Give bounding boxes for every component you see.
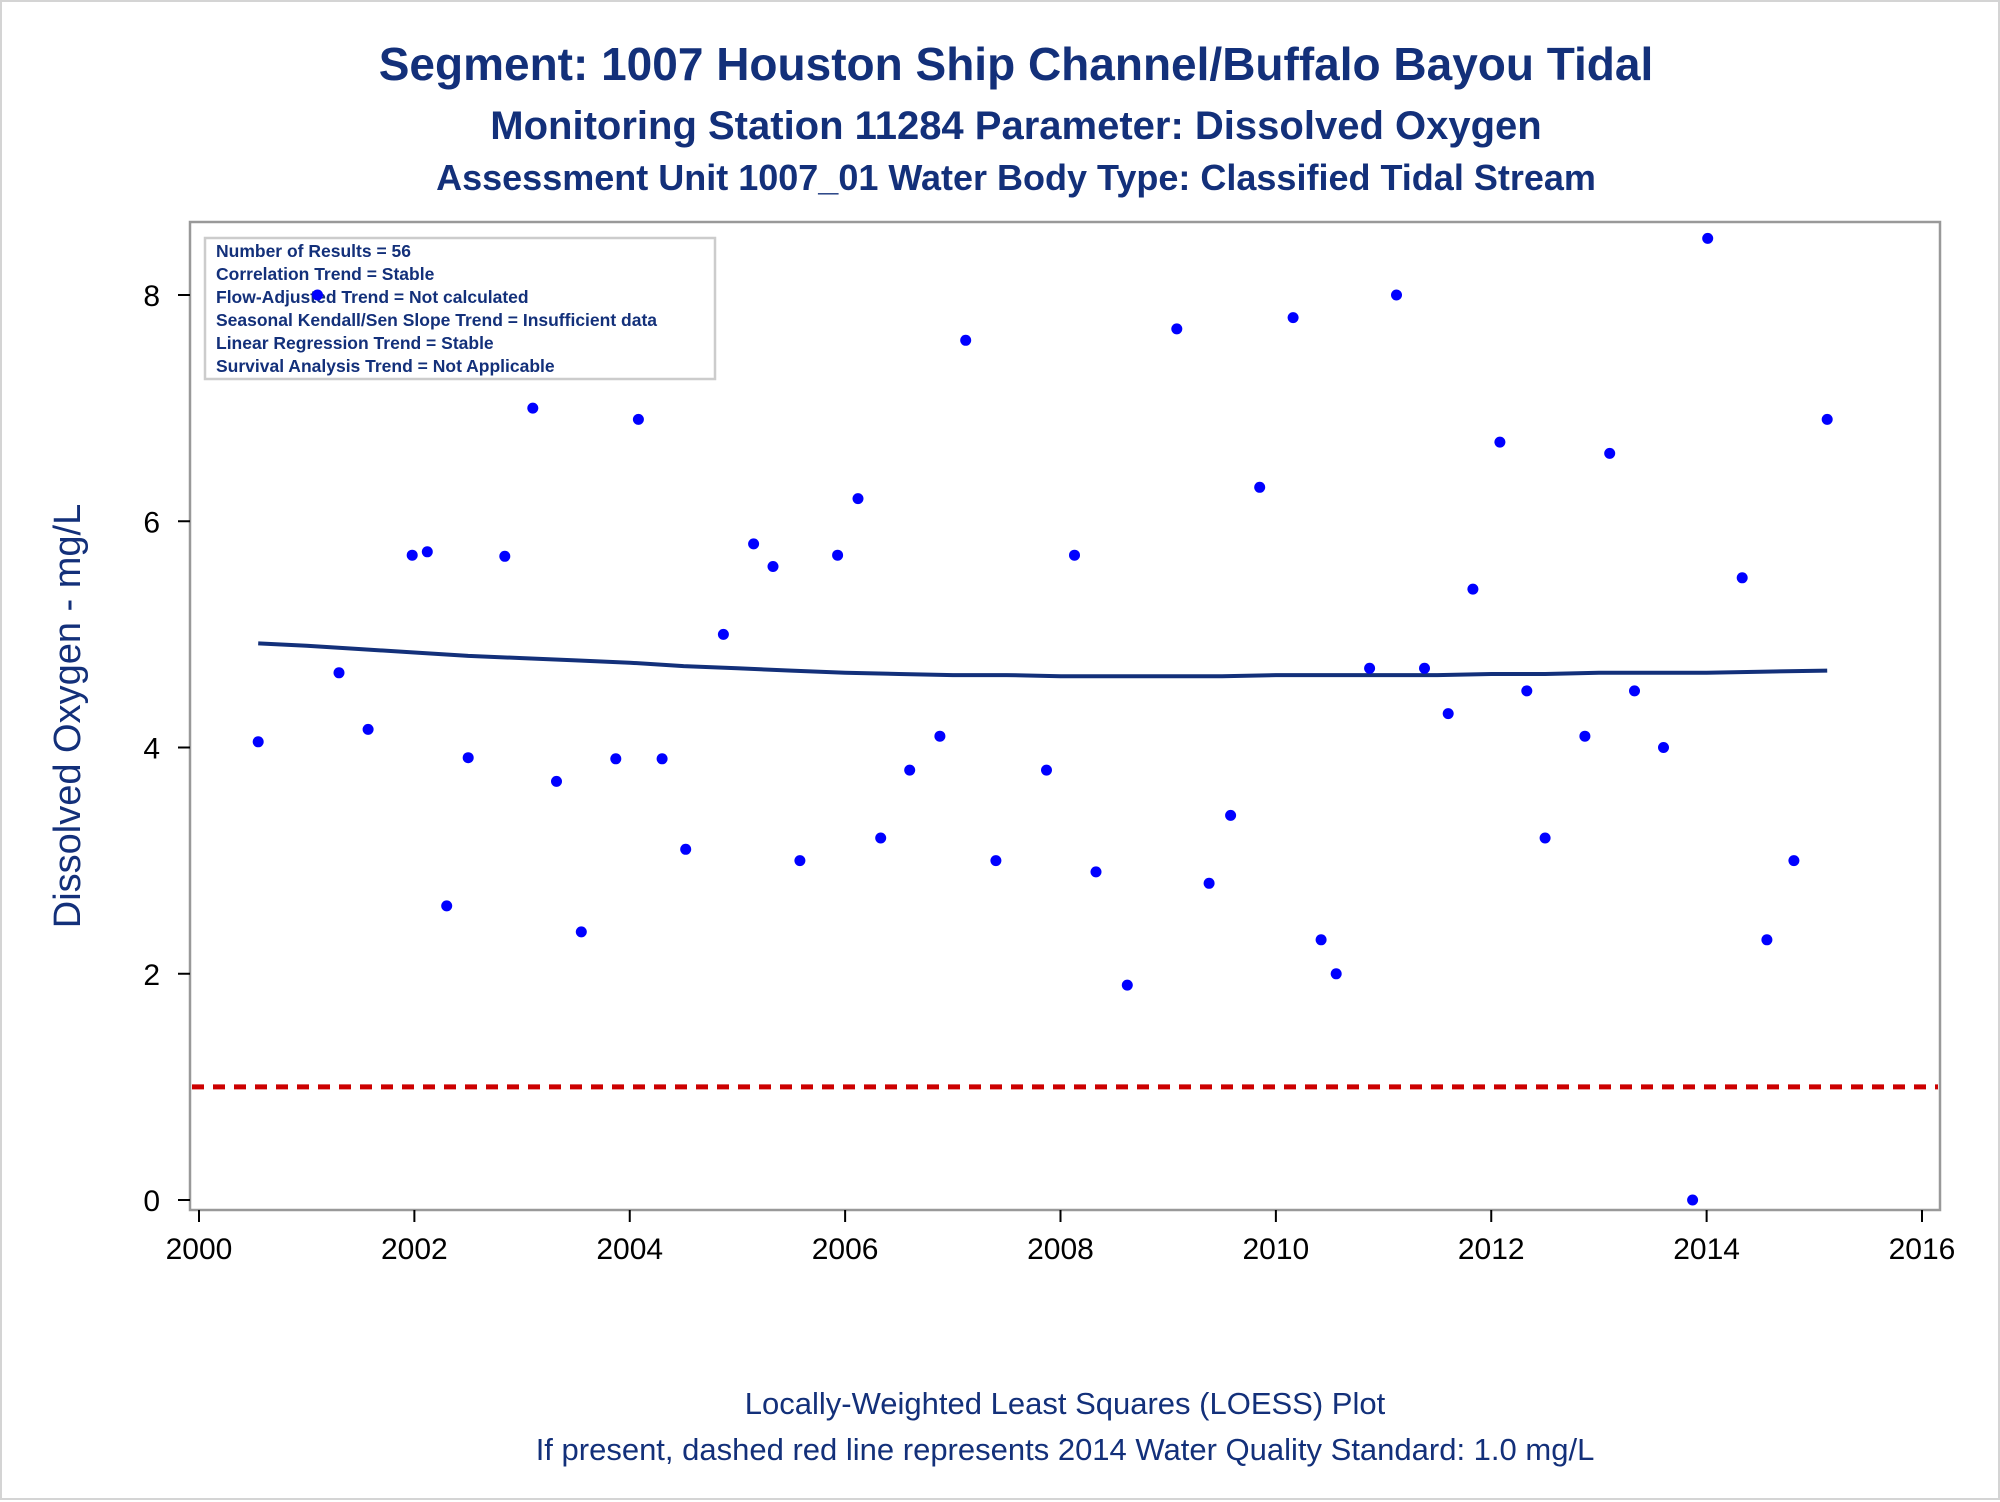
loess-layer xyxy=(258,641,1828,679)
data-point xyxy=(1687,1194,1699,1206)
info-box-line: Number of Results = 56 xyxy=(216,241,411,261)
info-box-line: Survival Analysis Trend = Not Applicable xyxy=(216,356,555,376)
x-axis: 2000 2002 2004 2006 2008 2010 2012 2014 2016 xyxy=(166,1210,1956,1266)
data-point xyxy=(1419,662,1430,674)
data-point xyxy=(610,753,622,765)
data-point xyxy=(794,855,806,867)
data-point xyxy=(934,730,946,742)
data-point xyxy=(1658,742,1669,753)
data-point xyxy=(1736,572,1748,584)
data-point xyxy=(767,561,779,572)
x-tick-label: 2000 xyxy=(166,1233,233,1266)
data-point xyxy=(1330,968,1342,980)
x-tick-label: 2006 xyxy=(812,1233,879,1266)
footnote-loess: Locally-Weighted Least Squares (LOESS) P… xyxy=(745,1386,1386,1421)
info-box-border xyxy=(203,236,717,381)
data-point xyxy=(852,493,864,505)
y-axis: 0 2 4 6 8 xyxy=(143,280,190,1218)
info-box-line: Linear Regression Trend = Stable xyxy=(216,333,494,353)
data-point xyxy=(656,753,668,765)
y-tick-label: 0 xyxy=(143,1185,160,1218)
data-point xyxy=(1225,809,1237,821)
data-point xyxy=(1442,708,1454,720)
loess-line xyxy=(258,641,1828,679)
data-point xyxy=(1604,447,1616,459)
y-tick-label: 8 xyxy=(143,280,160,313)
footnote-standard: If present, dashed red line represents 2… xyxy=(536,1432,1595,1467)
data-point xyxy=(1539,832,1551,844)
data-point xyxy=(499,550,511,562)
data-point xyxy=(1069,549,1080,561)
info-box-line: Correlation Trend = Stable xyxy=(216,264,435,284)
x-tick-label: 2010 xyxy=(1243,1233,1310,1266)
data-point xyxy=(1702,232,1714,244)
data-point xyxy=(1467,583,1479,595)
data-point xyxy=(1364,662,1376,674)
data-point xyxy=(632,413,644,425)
points-layer xyxy=(252,232,1833,1206)
x-tick-label: 2014 xyxy=(1673,1233,1740,1266)
y-tick-label: 4 xyxy=(143,733,160,766)
data-point xyxy=(1579,730,1591,742)
data-point xyxy=(1090,866,1102,878)
info-box-line: Seasonal Kendall/Sen Slope Trend = Insuf… xyxy=(216,310,657,330)
info-box: Number of Results = 56 Correlation Trend … xyxy=(203,236,717,381)
data-point xyxy=(875,832,887,844)
y-tick-label: 6 xyxy=(143,506,160,539)
chart-title: Segment: 1007 Houston Ship Channel/Buffa… xyxy=(379,38,1654,90)
data-point xyxy=(406,549,418,561)
y-tick-label: 2 xyxy=(143,959,160,992)
data-point xyxy=(1315,934,1327,946)
data-point xyxy=(421,546,433,558)
data-point xyxy=(1521,685,1533,697)
data-point xyxy=(362,723,374,735)
data-point xyxy=(904,764,916,776)
data-point xyxy=(312,289,323,301)
data-point xyxy=(1629,685,1640,697)
data-point xyxy=(1203,877,1215,889)
data-point xyxy=(1761,934,1773,946)
data-point xyxy=(462,752,474,764)
data-point xyxy=(1254,481,1266,493)
data-point xyxy=(1287,312,1299,324)
data-point xyxy=(990,855,1002,867)
data-point xyxy=(1788,855,1800,867)
x-tick-label: 2016 xyxy=(1889,1233,1956,1266)
chart-subtitle-2: Assessment Unit 1007_01 Water Body Type:… xyxy=(436,157,1596,198)
x-tick-label: 2012 xyxy=(1458,1233,1525,1266)
data-point xyxy=(680,843,692,855)
data-point xyxy=(1041,764,1052,776)
y-axis-label: Dissolved Oxygen - mg/L xyxy=(47,504,89,929)
data-point xyxy=(333,667,345,679)
data-point xyxy=(252,736,264,748)
x-tick-label: 2004 xyxy=(596,1233,663,1266)
data-point xyxy=(832,549,844,561)
plot-area-border xyxy=(188,220,1942,1212)
data-point xyxy=(441,900,453,912)
data-point xyxy=(1821,413,1833,425)
chart-subtitle: Monitoring Station 11284 Parameter: Diss… xyxy=(490,104,1541,148)
data-point xyxy=(1494,436,1506,448)
info-box-line: Flow-Adjusted Trend = Not calculated xyxy=(216,287,529,307)
data-point xyxy=(1121,979,1133,991)
data-point xyxy=(551,775,562,787)
data-point xyxy=(748,538,760,550)
data-point xyxy=(1171,323,1183,335)
data-point xyxy=(960,334,972,346)
data-point xyxy=(717,628,729,640)
data-point xyxy=(1391,289,1402,301)
x-tick-label: 2008 xyxy=(1027,1233,1094,1266)
data-point xyxy=(527,402,539,414)
data-point xyxy=(575,926,587,938)
x-tick-label: 2002 xyxy=(381,1233,448,1266)
